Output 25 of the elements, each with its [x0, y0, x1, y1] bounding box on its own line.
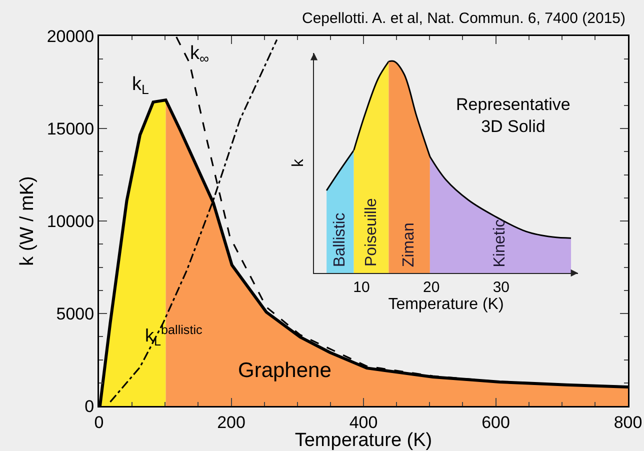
y-axis-title: k (W / mK) [16, 176, 38, 266]
y-tick-label: 10000 [46, 212, 94, 231]
y-tick-label: 20000 [46, 26, 94, 46]
x-tick-label: 30 [492, 279, 510, 296]
series-label: Ziman [400, 222, 418, 268]
x-axis-title: Temperature (K) [294, 430, 432, 451]
x-tick-label: 800 [614, 412, 642, 432]
x-tick-label: 600 [482, 412, 510, 432]
text: Representative 3D Solid [456, 94, 570, 136]
x-axis-title: Temperature (K) [388, 296, 504, 314]
y-axis-title: k [290, 158, 307, 167]
text: Cepellotti. A. et al, Nat. Commun. 6, 7400 (2015) [302, 10, 626, 27]
annotation: k$_{L}$ [132, 74, 149, 97]
x-tick-label: 10 [353, 279, 370, 296]
x-tick-label: 20 [422, 279, 440, 296]
series-label: Kinetic [492, 219, 509, 268]
y-tick-label: 0 [84, 396, 94, 416]
x-tick-label: 400 [349, 412, 378, 432]
y-tick-label: 15000 [46, 119, 94, 138]
y-tick-label: 5000 [56, 304, 94, 324]
series-label: Poiseuille [363, 198, 380, 267]
series-label: Ballistic [331, 212, 348, 267]
annotation: k$_{∞}$ [190, 43, 209, 66]
x-tick-label: 200 [217, 412, 246, 432]
annotation: Graphene [238, 359, 332, 382]
